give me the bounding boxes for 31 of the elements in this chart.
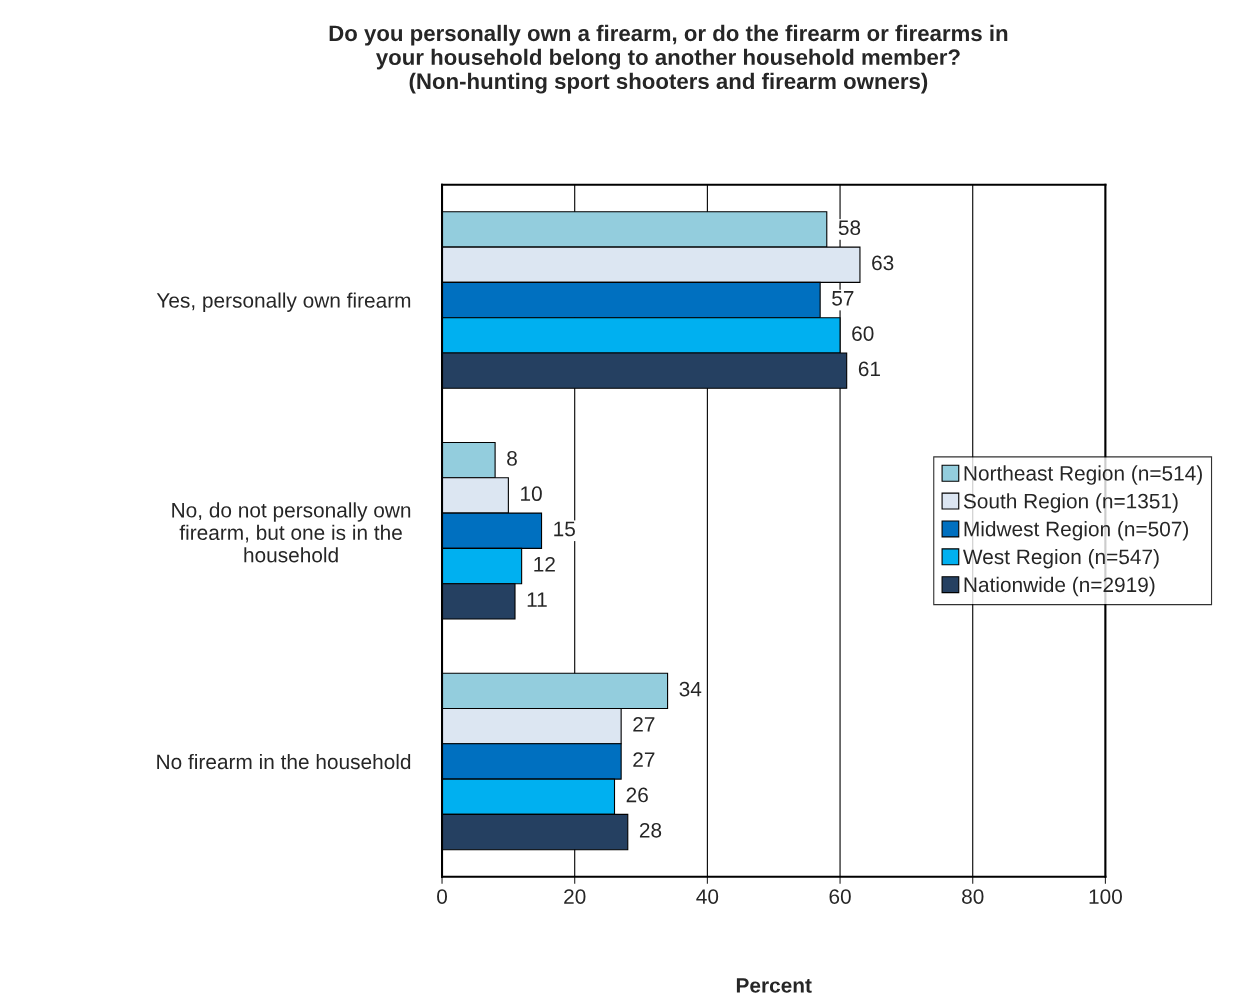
y-tick-label: Yes, personally own firearm xyxy=(156,292,411,312)
x-tick-label: 40 xyxy=(696,889,719,904)
data-label: 61 xyxy=(858,361,880,377)
x-tick-label: 100 xyxy=(1089,889,1122,904)
x-tick-label: 80 xyxy=(962,889,984,904)
data-label: 26 xyxy=(626,787,648,803)
legend-label: South Region (n=1351) xyxy=(963,493,1178,513)
x-axis-title: Percent xyxy=(736,978,812,993)
legend-label: Nationwide (n=2919) xyxy=(964,576,1155,597)
data-label: 34 xyxy=(679,681,702,697)
data-label: 63 xyxy=(872,255,894,271)
legend-label: Midwest Region (n=507) xyxy=(964,521,1189,541)
data-label: 58 xyxy=(838,220,861,236)
data-label: 10 xyxy=(521,486,542,502)
y-tick-label: No firearm in the household xyxy=(157,753,411,770)
data-label: 11 xyxy=(527,592,547,607)
x-tick-label: 60 xyxy=(829,889,851,904)
legend-label: Northeast Region (n=514) xyxy=(964,465,1202,485)
data-label: 15 xyxy=(554,521,575,537)
data-label: 12 xyxy=(534,556,555,572)
legend-label: West Region (n=547) xyxy=(963,548,1159,569)
x-tick-label: 0 xyxy=(437,889,448,904)
x-tick-label: 20 xyxy=(564,889,586,904)
y-tick-label: No, do not personally own firearm, but one is in the household xyxy=(172,502,411,563)
data-label: 8 xyxy=(507,451,517,466)
data-label: 28 xyxy=(639,822,662,838)
data-label: 57 xyxy=(832,291,854,306)
data-label: 27 xyxy=(633,752,655,767)
chart-title: Do you personally own a firearm, or do the firearm or firearms in your household belong to another household member? (Non-hunting sport shooters and firearm owners) xyxy=(329,24,1008,94)
data-label: 60 xyxy=(852,326,874,341)
data-label: 27 xyxy=(633,717,655,732)
